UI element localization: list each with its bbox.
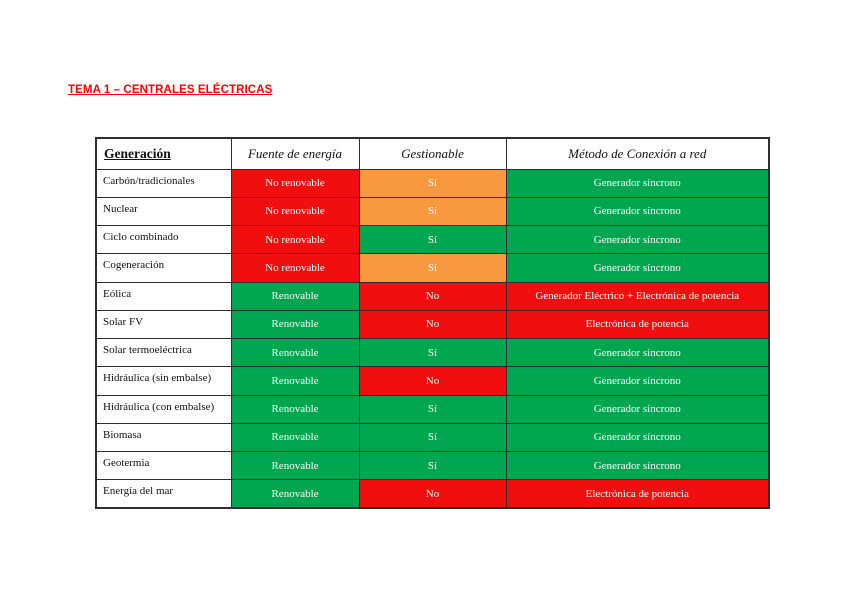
table-row: Nuclear No renovable Sí Generador síncrono bbox=[95, 196, 770, 227]
generation-table-body: Carbón/tradicionales No renovable Sí Genera… bbox=[95, 168, 770, 509]
gestionable-cell: Sí bbox=[358, 450, 507, 481]
table-row: Carbón/tradicionales No renovable Sí Genera… bbox=[95, 168, 770, 198]
table-header: Generación Fuente de energía Gestionable… bbox=[95, 137, 770, 170]
conexion-cell: Electrónica de potencia bbox=[505, 479, 770, 509]
fuente-cell: Renovable bbox=[230, 337, 360, 368]
fuente-cell: No renovable bbox=[230, 168, 360, 198]
gestionable-cell: No bbox=[358, 366, 507, 396]
table-row: Energía del mar Renovable No Electrónica de… bbox=[95, 479, 770, 509]
table-row: Geotermia Renovable Sí Generador síncrono bbox=[95, 450, 770, 481]
table-row: Solar termoeléctrica Renovable Sí Generador… bbox=[95, 337, 770, 368]
gestionable-cell: No bbox=[358, 479, 507, 509]
generation-label: Carbón/tradicionales bbox=[95, 168, 232, 198]
conexion-cell: Generador síncrono bbox=[505, 337, 770, 368]
conexion-cell: Generador síncrono bbox=[505, 196, 770, 227]
generation-label: Hidráulica (sin embalse) bbox=[95, 366, 232, 396]
generation-label: Biomasa bbox=[95, 422, 232, 453]
page-title: TEMA 1 – CENTRALES ELÉCTRICAS bbox=[68, 84, 273, 96]
conexion-cell: Generador síncrono bbox=[505, 168, 770, 198]
generation-label: Energía del mar bbox=[95, 479, 232, 509]
header-fuente: Fuente de energía bbox=[230, 137, 360, 170]
table-row: Ciclo combinado No renovable Sí Generador s… bbox=[95, 224, 770, 255]
generation-label: Hidráulica (con embalse) bbox=[95, 394, 232, 424]
table-row: Hidráulica (sin embalse) Renovable No Gener… bbox=[95, 366, 770, 396]
fuente-cell: Renovable bbox=[230, 394, 360, 424]
gestionable-cell: No bbox=[358, 281, 507, 311]
conexion-cell: Generador Eléctrico + Electrónica de pot… bbox=[505, 281, 770, 311]
fuente-cell: Renovable bbox=[230, 309, 360, 340]
conexion-cell: Generador síncrono bbox=[505, 224, 770, 255]
conexion-cell: Generador síncrono bbox=[505, 253, 770, 283]
gestionable-cell: Sí bbox=[358, 422, 507, 453]
fuente-cell: No renovable bbox=[230, 196, 360, 227]
header-generacion: Generación bbox=[95, 137, 232, 170]
fuente-cell: Renovable bbox=[230, 450, 360, 481]
header-gestionable: Gestionable bbox=[358, 137, 507, 170]
conexion-cell: Generador síncrono bbox=[505, 394, 770, 424]
gestionable-cell: Sí bbox=[358, 196, 507, 227]
conexion-cell: Generador síncrono bbox=[505, 450, 770, 481]
fuente-cell: No renovable bbox=[230, 224, 360, 255]
gestionable-cell: Sí bbox=[358, 394, 507, 424]
generation-label: Cogeneración bbox=[95, 253, 232, 283]
fuente-cell: No renovable bbox=[230, 253, 360, 283]
generation-label: Ciclo combinado bbox=[95, 224, 232, 255]
fuente-cell: Renovable bbox=[230, 281, 360, 311]
generation-label: Eólica bbox=[95, 281, 232, 311]
generation-label: Solar termoeléctrica bbox=[95, 337, 232, 368]
gestionable-cell: Sí bbox=[358, 337, 507, 368]
conexion-cell: Generador síncrono bbox=[505, 366, 770, 396]
table-row: Biomasa Renovable Sí Generador síncrono bbox=[95, 422, 770, 453]
gestionable-cell: Sí bbox=[358, 224, 507, 255]
table-row: Solar FV Renovable No Electrónica de potenc… bbox=[95, 309, 770, 340]
gestionable-cell: No bbox=[358, 309, 507, 340]
fuente-cell: Renovable bbox=[230, 479, 360, 509]
generation-table: Generación Fuente de energía Gestionable… bbox=[95, 137, 770, 509]
header-conexion: Método de Conexión a red bbox=[505, 137, 770, 170]
gestionable-cell: Sí bbox=[358, 168, 507, 198]
gestionable-cell: Sí bbox=[358, 253, 507, 283]
table-row: Cogeneración No renovable Sí Generador sínc… bbox=[95, 253, 770, 283]
generation-label: Nuclear bbox=[95, 196, 232, 227]
generation-label: Geotermia bbox=[95, 450, 232, 481]
table-row: Eólica Renovable No Generador Eléctrico + E… bbox=[95, 281, 770, 311]
conexion-cell: Electrónica de potencia bbox=[505, 309, 770, 340]
table-row: Hidráulica (con embalse) Renovable Sí Gener… bbox=[95, 394, 770, 424]
generation-label: Solar FV bbox=[95, 309, 232, 340]
header-row: Generación Fuente de energía Gestionable… bbox=[95, 137, 770, 170]
fuente-cell: Renovable bbox=[230, 422, 360, 453]
conexion-cell: Generador síncrono bbox=[505, 422, 770, 453]
fuente-cell: Renovable bbox=[230, 366, 360, 396]
